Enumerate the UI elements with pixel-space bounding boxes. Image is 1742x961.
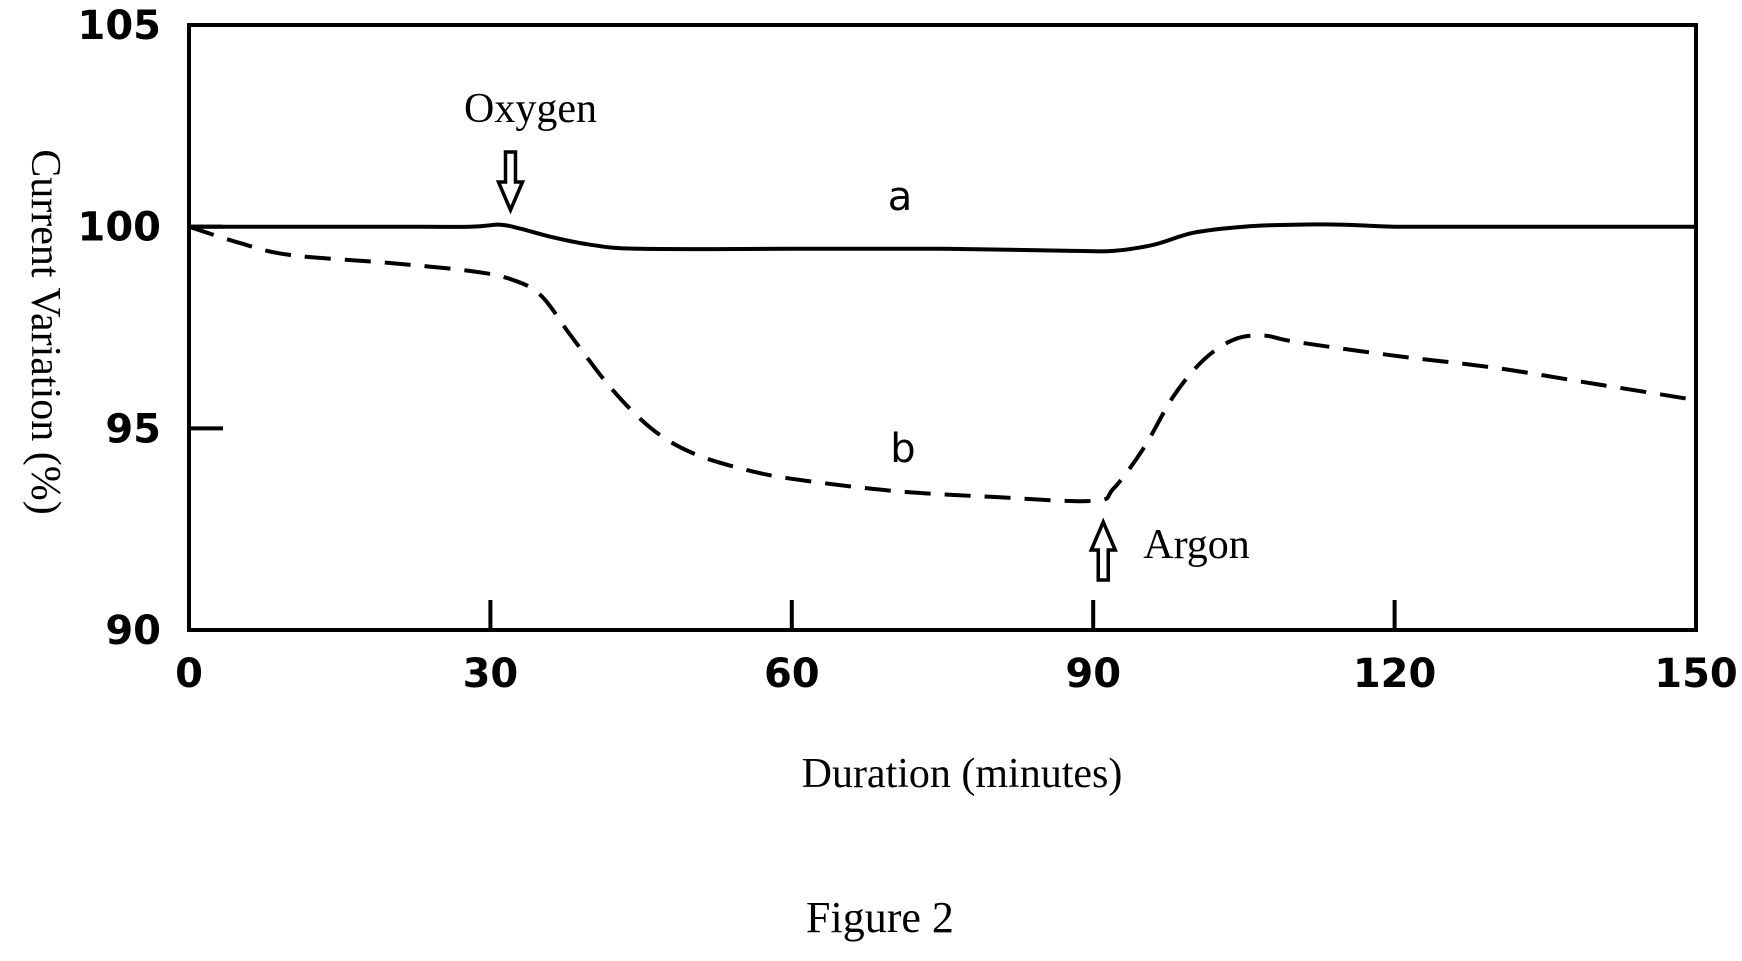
- y-axis: 90 95 100 105: [78, 3, 223, 654]
- y-tick-label: 105: [78, 3, 162, 49]
- series-b-label: b: [890, 426, 915, 472]
- x-tick-label: 90: [1065, 651, 1121, 697]
- x-tick-label: 120: [1353, 651, 1437, 697]
- series-layer: [188, 222, 1697, 504]
- y-axis-label: Current Variation (%): [22, 149, 68, 514]
- x-tick-label: 0: [175, 651, 203, 697]
- plot-frame: [187, 23, 1698, 632]
- y-tick-label: 90: [105, 608, 161, 654]
- series-a-line: [189, 222, 1696, 254]
- x-axis: 0 30 60 90 120 150: [175, 600, 1738, 697]
- argon-annotation-label: Argon: [1143, 522, 1250, 568]
- x-tick-label: 60: [764, 651, 820, 697]
- figure-caption: Figure 2: [806, 893, 954, 942]
- series-a-label: a: [888, 174, 913, 220]
- annotation-layer: Oxygen Argon a b: [464, 86, 1250, 582]
- oxygen-arrow-icon: [495, 150, 526, 215]
- series-b-line: [188, 224, 1697, 504]
- y-tick-label: 95: [105, 406, 161, 452]
- oxygen-annotation-label: Oxygen: [464, 86, 597, 132]
- x-axis-label: Duration (minutes): [802, 751, 1123, 797]
- argon-arrow-icon: [1088, 517, 1118, 582]
- y-tick-label: 100: [78, 205, 162, 251]
- x-tick-label: 30: [463, 651, 519, 697]
- x-tick-label: 150: [1654, 651, 1738, 697]
